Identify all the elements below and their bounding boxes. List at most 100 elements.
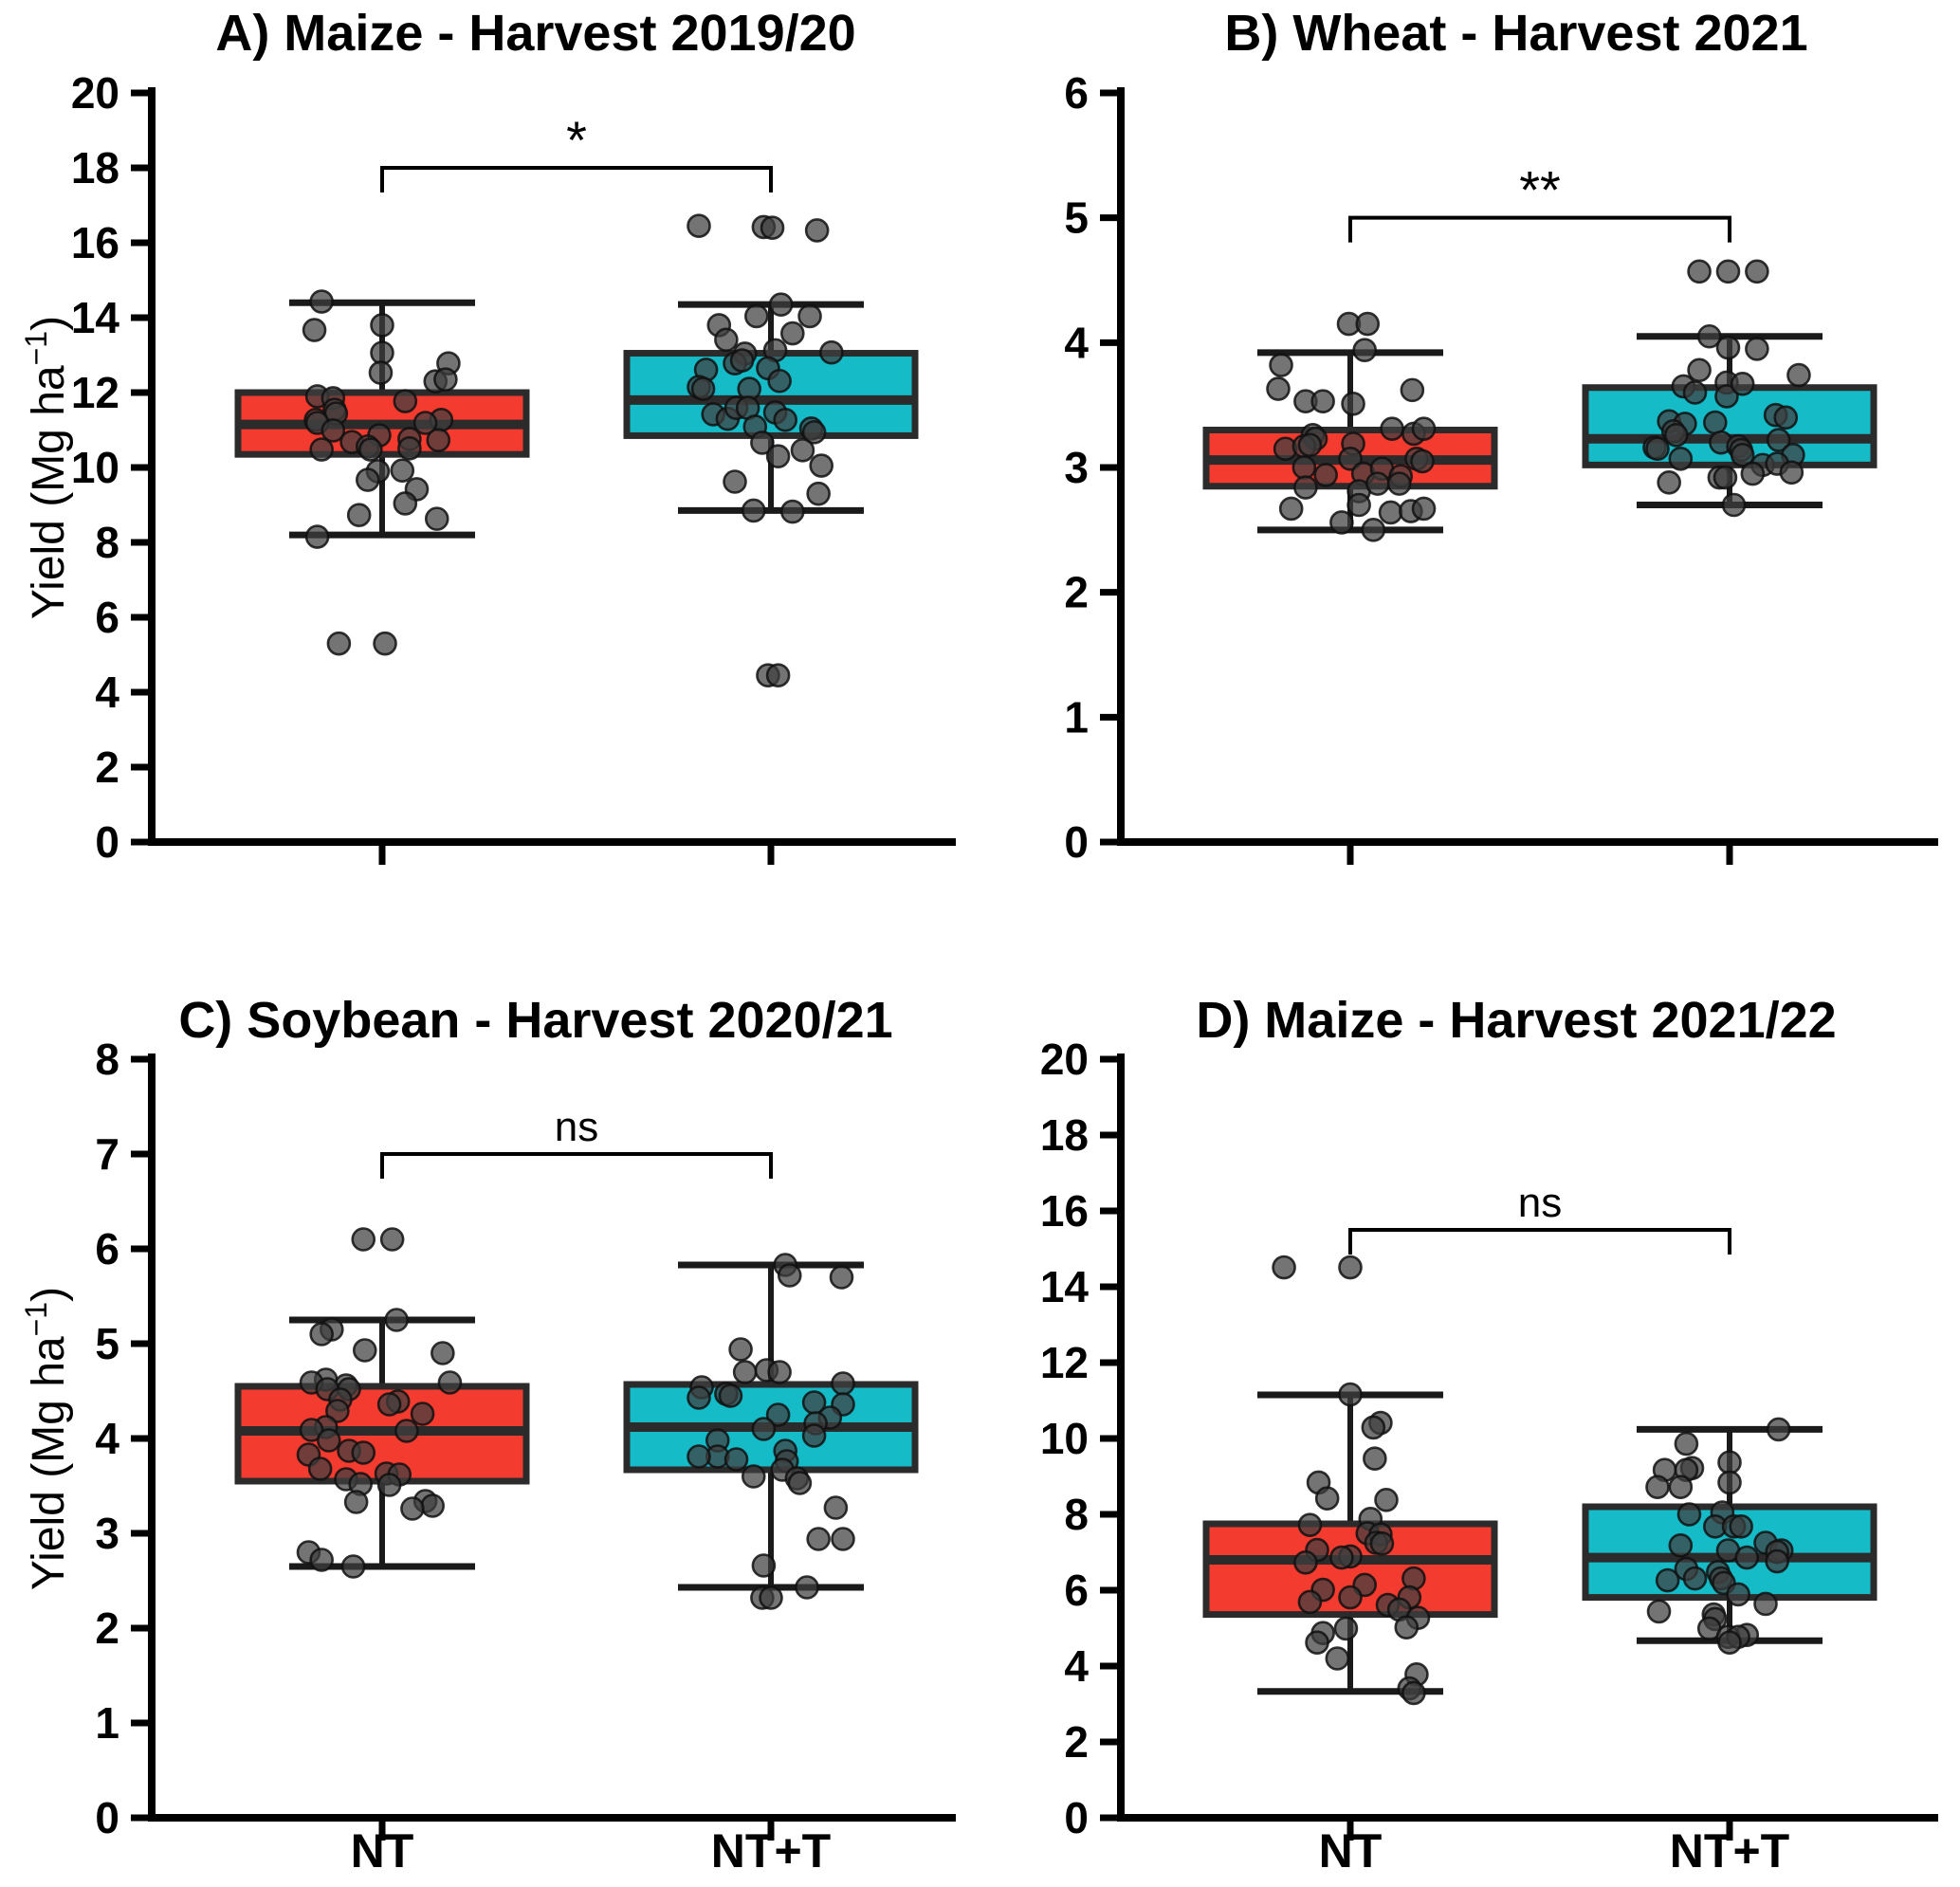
data-point [787,1471,813,1495]
y-tick-label: 16 [71,218,119,267]
data-point [346,503,372,527]
y-tick-label: 20 [1040,1035,1089,1084]
panel-c-title: C) Soybean - Harvest 2020/21 [178,992,893,1049]
data-point [767,368,792,394]
panel-b-plot: 0 1 2 3 4 5 6 ** [1064,68,1938,867]
significance: ns [380,1104,773,1179]
data-point [1411,496,1437,522]
data-point [741,498,766,523]
data-point [304,524,330,549]
panel-a-title: A) Maize - Harvest 2019/20 [215,5,856,62]
axes [148,1053,956,1822]
y-tick-label: 10 [71,443,119,492]
y-tick-label: 12 [1040,1338,1089,1387]
data-point [1297,1589,1323,1615]
data-point [325,1399,350,1423]
y-tick-label: 18 [1040,1110,1089,1160]
significance-label: * [566,110,587,170]
data-point [687,1444,711,1469]
data-point [751,1417,777,1441]
data-point [831,1527,855,1551]
data-point [437,1370,463,1395]
data-point [1730,371,1755,396]
y-ticks: 0 2 4 6 8 10 12 14 16 18 20 [1040,1035,1120,1842]
data-point [729,348,755,373]
data-point [723,469,747,494]
data-point [801,1423,827,1448]
data-point [1361,1415,1386,1440]
data-point [376,1473,402,1497]
y-tick-label: 16 [1040,1186,1089,1236]
data-point [340,1554,366,1579]
series-nt-t [1582,1417,1878,1656]
data-point [1363,1446,1387,1472]
data-point [743,303,769,329]
y-ticks: 0 1 2 3 4 5 6 7 8 [95,1035,151,1842]
data-point [1645,1475,1670,1500]
data-point [393,491,418,516]
y-tick-label: 14 [71,293,120,342]
data-point [1400,377,1425,403]
data-point [1734,1545,1760,1570]
y-tick-label: 0 [1064,817,1089,867]
data-point [1329,1545,1354,1570]
y-tick-label: 6 [95,1224,119,1273]
data-point [1333,1616,1359,1641]
data-point [732,1360,758,1384]
data-point [309,437,334,462]
y-tick-label: 7 [95,1129,119,1179]
data-point [1702,410,1728,435]
y-tick-label: 8 [95,1035,119,1084]
data-point [765,663,791,688]
x-category-label: NT+T [711,1824,831,1878]
data-point [1291,455,1317,480]
y-tick-label: 14 [1040,1262,1090,1311]
x-ticks: NT NT+T [351,1818,831,1878]
data-point [1266,376,1291,401]
data-point [379,1227,405,1252]
data-point [426,428,451,452]
data-point [773,408,798,432]
data-point [1745,337,1769,361]
data-point [1411,416,1437,441]
data-point [376,1392,402,1417]
data-point [373,631,397,656]
data-points [1642,259,1811,518]
data-point [1297,432,1323,458]
data-point [751,1553,777,1578]
data-point [750,431,775,455]
series-nt-t [1582,259,1878,518]
y-tick-label: 6 [1064,68,1089,118]
y-tick-label: 5 [1064,193,1089,243]
data-point [1278,496,1304,522]
data-point [1766,1417,1791,1442]
data-point [760,215,785,240]
data-point [394,1419,419,1443]
data-point [326,631,352,656]
data-point [355,467,380,492]
y-tick-label: 2 [1064,1717,1089,1767]
data-point [765,444,791,468]
data-point [384,1308,410,1332]
y-tick-label: 6 [95,593,119,642]
series-nt-t [623,213,919,688]
y-tick-label: 1 [95,1698,119,1748]
data-point [1717,1450,1742,1475]
data-point [1361,518,1386,542]
data-point [410,1402,435,1426]
data-point [1668,446,1694,471]
significance-label: ns [555,1104,598,1150]
data-point [400,1496,425,1521]
data-point [718,1383,743,1408]
data-point [728,1337,753,1362]
data-point [1717,1470,1742,1495]
y-tick-label: 0 [95,1793,119,1842]
y-tick-label: 2 [95,1603,119,1653]
data-point [768,292,794,317]
data-point [1378,500,1403,525]
y-ticks: 0 1 2 3 4 5 6 [1064,68,1120,867]
data-point [1676,1502,1702,1527]
data-point [302,318,327,342]
data-point [741,1464,766,1489]
y-tick-label: 8 [1064,1490,1089,1539]
